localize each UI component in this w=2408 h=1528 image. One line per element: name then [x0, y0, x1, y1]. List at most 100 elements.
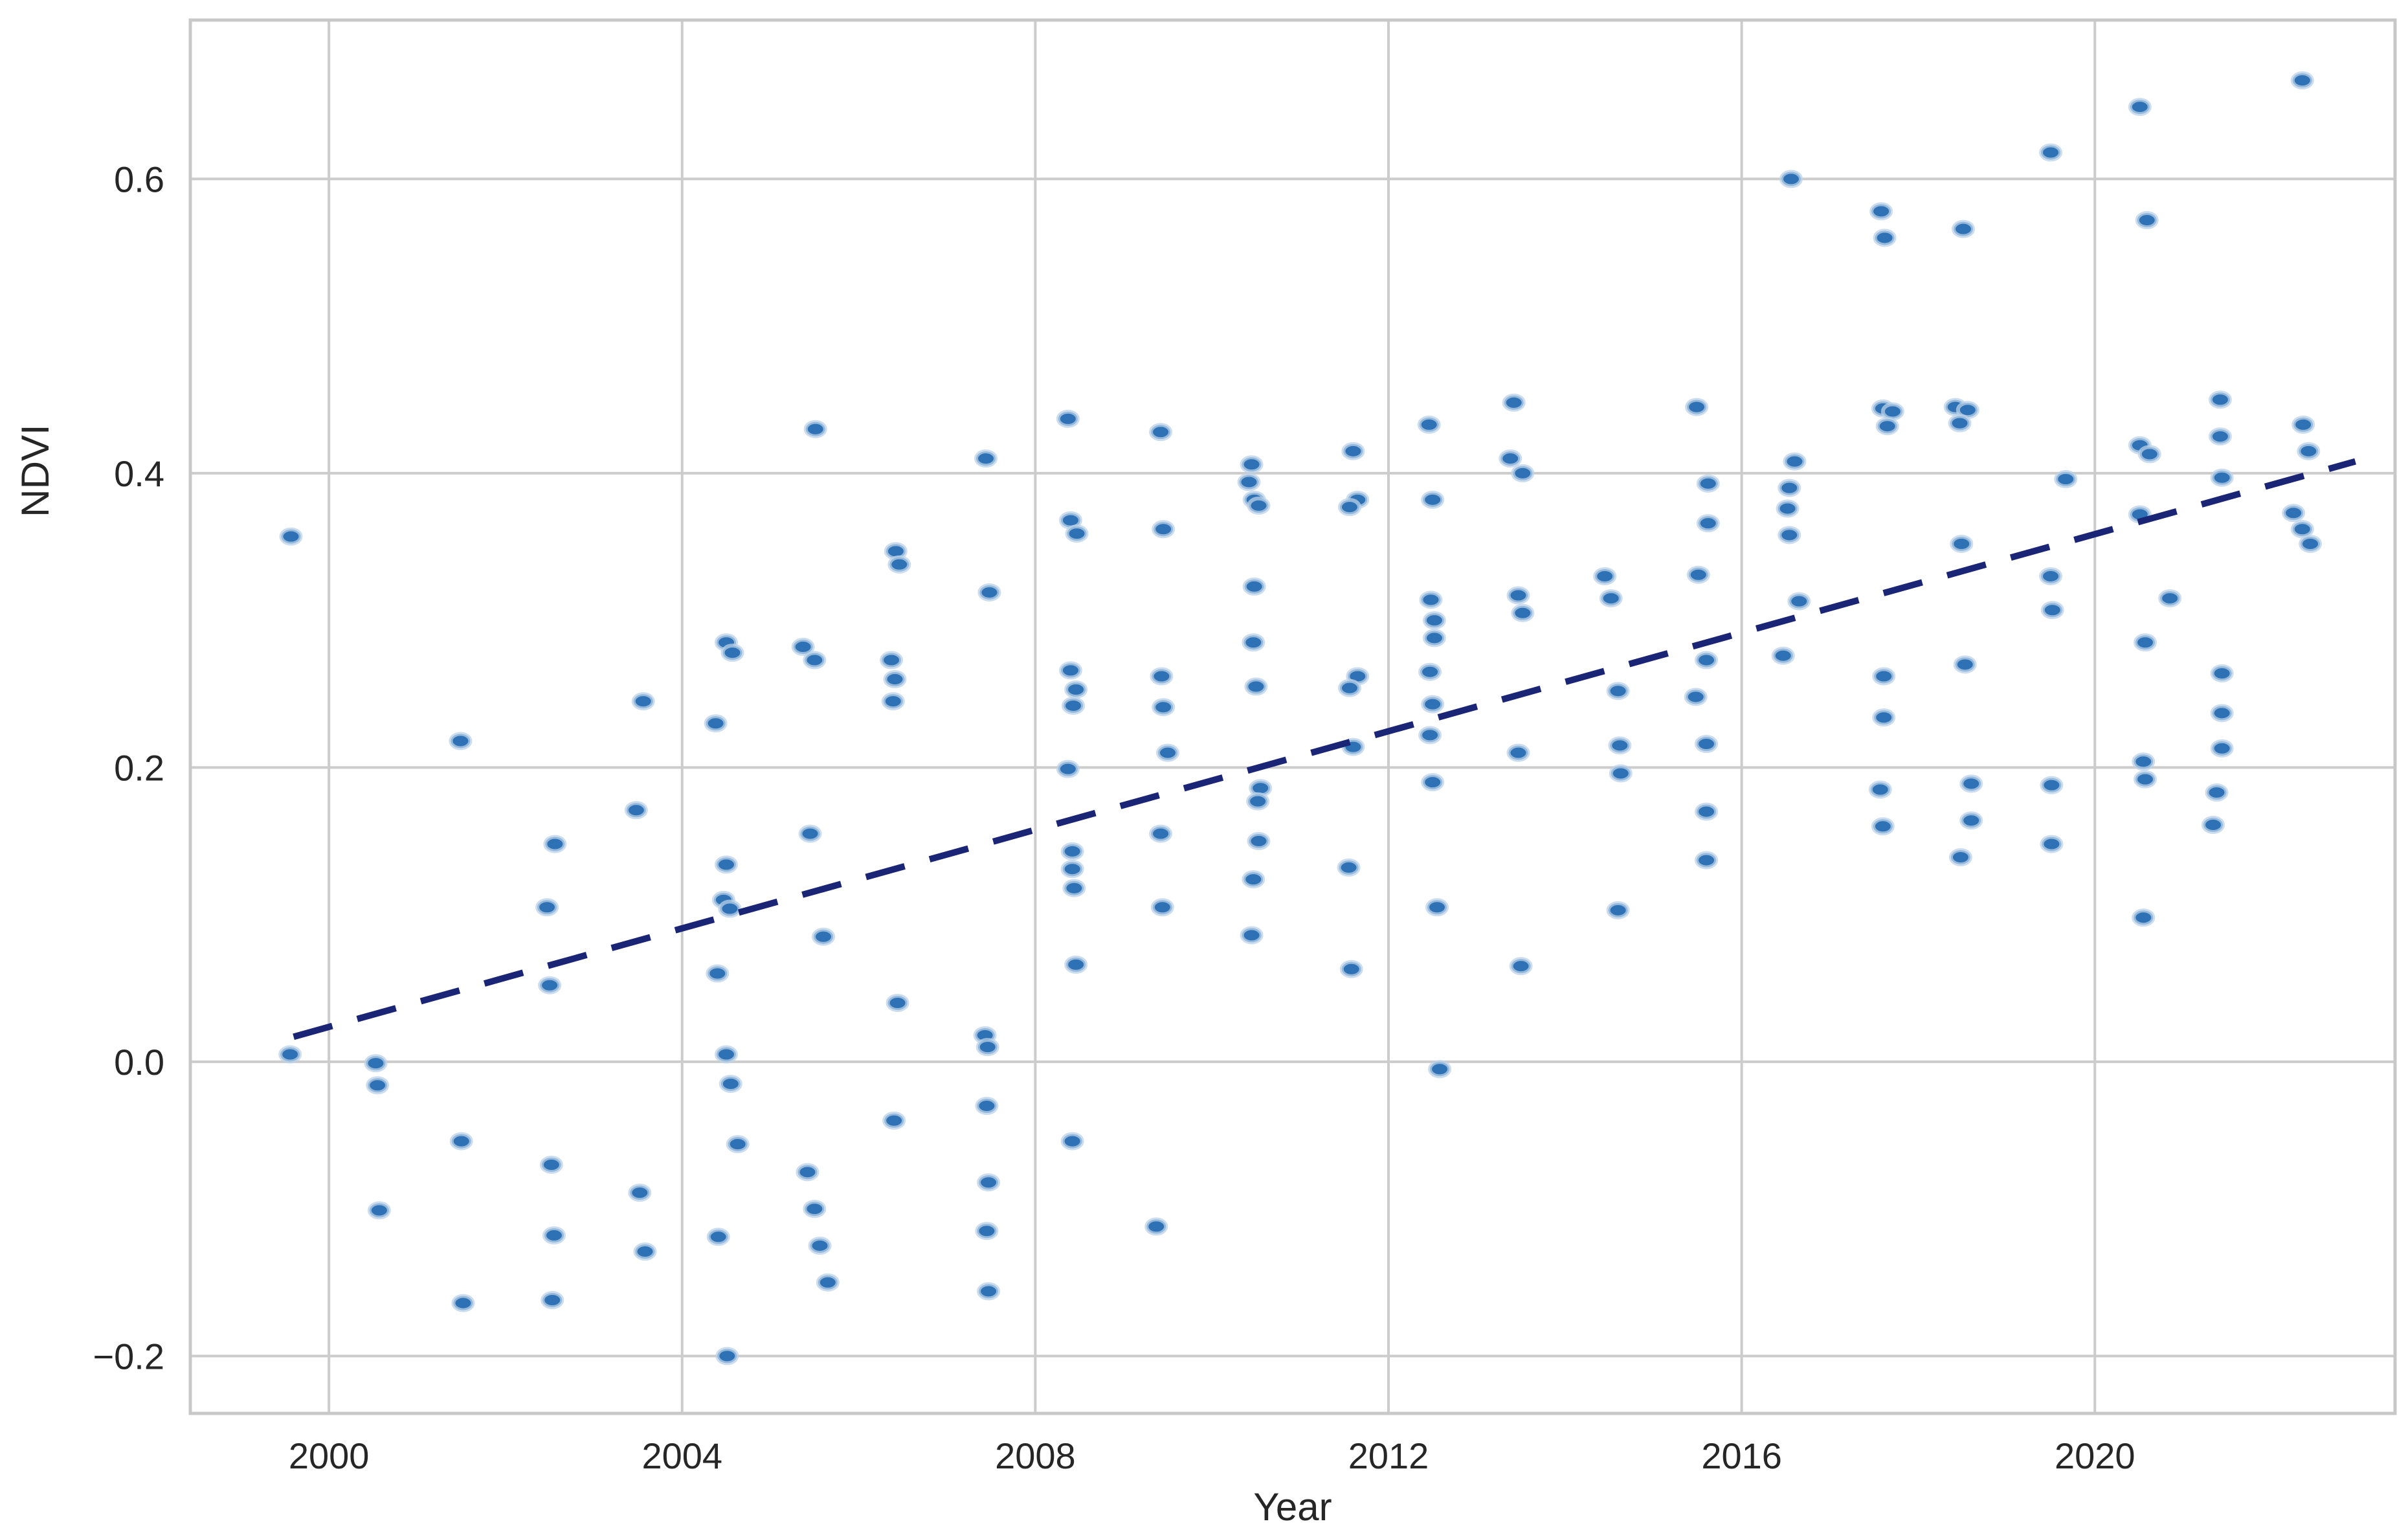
data-point — [977, 583, 1001, 601]
data-point — [1511, 464, 1535, 482]
x-axis-label: Year — [1253, 1485, 1332, 1528]
data-point — [1247, 832, 1271, 851]
x-axis-tick-labels: 2000 2004 2008 2012 2016 2020 — [289, 1435, 2135, 1476]
trend-line — [293, 458, 2356, 1040]
data-point — [1871, 817, 1895, 836]
data-point — [798, 824, 822, 843]
data-point — [2039, 567, 2063, 585]
data-point — [718, 899, 742, 918]
data-point — [1058, 661, 1082, 680]
y-tick-label: 0.2 — [114, 747, 164, 788]
data-point — [624, 801, 648, 820]
data-point — [886, 993, 909, 1012]
data-point — [882, 1111, 906, 1130]
data-point — [719, 1074, 742, 1093]
data-point — [974, 449, 998, 468]
data-point — [1951, 219, 1975, 238]
data-point — [1499, 449, 1522, 468]
data-point — [803, 420, 827, 438]
data-point — [2210, 664, 2234, 682]
data-point — [2202, 816, 2225, 835]
data-point — [366, 1076, 390, 1095]
data-point — [451, 1294, 475, 1312]
data-point — [631, 692, 655, 711]
data-point — [1144, 1217, 1168, 1236]
data-point — [1776, 499, 1800, 518]
data-point — [1149, 824, 1173, 843]
data-point — [1056, 409, 1080, 428]
data-point — [541, 1291, 564, 1310]
data-point — [364, 1054, 388, 1073]
data-point — [1149, 423, 1173, 442]
data-point — [1242, 870, 1265, 889]
data-point — [1593, 567, 1617, 585]
data-point — [2133, 633, 2157, 652]
data-point — [1506, 586, 1530, 605]
data-point — [1948, 848, 1972, 867]
data-point — [803, 651, 827, 669]
x-tick-label: 2000 — [289, 1435, 370, 1476]
data-point — [1608, 736, 1632, 755]
data-point — [706, 1228, 730, 1246]
data-point — [2135, 211, 2159, 230]
data-point — [1062, 879, 1086, 897]
data-point — [1696, 514, 1720, 533]
data-point — [2205, 783, 2229, 802]
data-point — [367, 1201, 391, 1220]
data-point — [883, 670, 907, 689]
data-point — [726, 1135, 750, 1154]
data-point — [715, 1347, 739, 1365]
data-point — [1064, 955, 1088, 974]
data-point — [2040, 776, 2064, 794]
data-point — [796, 1163, 819, 1182]
data-point — [975, 1038, 999, 1057]
data-point — [1606, 901, 1630, 919]
data-point — [1428, 1060, 1452, 1079]
data-point — [1337, 858, 1361, 877]
data-point — [1242, 633, 1265, 652]
data-point — [1060, 1132, 1084, 1151]
data-point — [1695, 851, 1719, 870]
data-point — [812, 927, 836, 946]
data-point — [2128, 98, 2152, 117]
data-point — [1065, 524, 1089, 543]
data-point — [1418, 662, 1442, 681]
x-tick-label: 2004 — [641, 1435, 722, 1476]
data-point — [1686, 565, 1710, 584]
data-point — [1868, 780, 1892, 799]
data-point — [1152, 698, 1176, 717]
data-point — [2210, 468, 2234, 487]
data-point — [1152, 520, 1176, 539]
x-tick-label: 2020 — [2055, 1435, 2135, 1476]
data-point — [539, 1155, 563, 1174]
data-point — [278, 1045, 302, 1064]
data-point — [704, 714, 728, 733]
data-point — [1953, 655, 1977, 674]
data-point — [633, 1242, 657, 1261]
plot-background — [190, 20, 2395, 1413]
data-point — [1959, 811, 1983, 830]
data-point — [1417, 415, 1441, 434]
data-point — [1425, 898, 1449, 917]
data-point — [1422, 611, 1446, 630]
data-point — [1950, 534, 1974, 553]
data-point — [1872, 708, 1896, 727]
y-tick-label: −0.2 — [93, 1336, 164, 1376]
data-point — [1244, 677, 1268, 696]
data-point — [1062, 696, 1086, 715]
data-point — [2290, 71, 2314, 90]
data-point — [1948, 414, 1972, 433]
data-point — [977, 1173, 1001, 1192]
data-point — [1421, 773, 1445, 792]
data-point — [1421, 490, 1445, 509]
data-point — [1060, 860, 1084, 879]
data-point — [1880, 402, 1904, 421]
data-point — [720, 644, 744, 662]
data-point — [1684, 688, 1708, 706]
data-point — [714, 1045, 738, 1064]
data-point — [1509, 957, 1533, 976]
data-point — [542, 1226, 566, 1245]
data-point — [1502, 393, 1526, 412]
